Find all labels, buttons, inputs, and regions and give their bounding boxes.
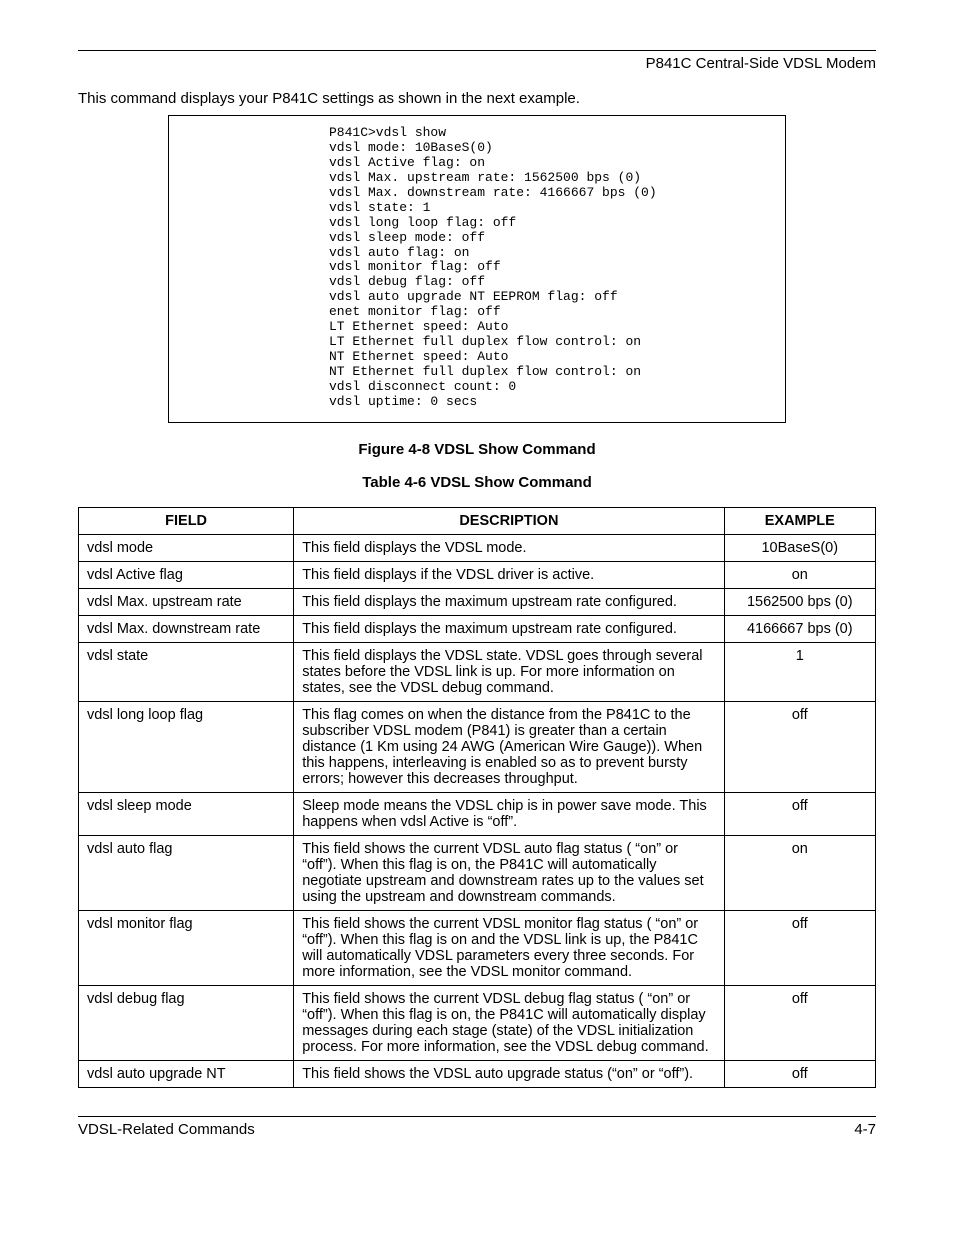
table-row: vdsl auto flag This field shows the curr…	[79, 835, 876, 910]
table-row: vdsl long loop flag This flag comes on w…	[79, 701, 876, 792]
table-header-row: FIELD DESCRIPTION EXAMPLE	[79, 507, 876, 534]
cell-field: vdsl long loop flag	[79, 701, 294, 792]
cell-description: This field displays the maximum upstream…	[294, 615, 724, 642]
table-body: vdsl mode This field displays the VDSL m…	[79, 534, 876, 1087]
cell-example: 1	[724, 642, 875, 701]
table-row: vdsl debug flag This field shows the cur…	[79, 985, 876, 1060]
header-rule	[78, 50, 876, 51]
footer-right: 4-7	[854, 1121, 876, 1138]
cell-field: vdsl debug flag	[79, 985, 294, 1060]
cell-description: This field displays the maximum upstream…	[294, 588, 724, 615]
col-header-description: DESCRIPTION	[294, 507, 724, 534]
cell-example: 10BaseS(0)	[724, 534, 875, 561]
running-header: P841C Central-Side VDSL Modem	[78, 55, 876, 72]
cell-description: This field shows the current VDSL auto f…	[294, 835, 724, 910]
footer-left: VDSL-Related Commands	[78, 1121, 255, 1138]
cell-field: vdsl Max. upstream rate	[79, 588, 294, 615]
cell-description: This field shows the current VDSL monito…	[294, 910, 724, 985]
table-row: vdsl mode This field displays the VDSL m…	[79, 534, 876, 561]
table-row: vdsl Max. downstream rate This field dis…	[79, 615, 876, 642]
table-row: vdsl state This field displays the VDSL …	[79, 642, 876, 701]
table-row: vdsl auto upgrade NT This field shows th…	[79, 1060, 876, 1087]
cell-example: off	[724, 985, 875, 1060]
cell-example: off	[724, 1060, 875, 1087]
cell-field: vdsl Max. downstream rate	[79, 615, 294, 642]
cell-description: This field shows the current VDSL debug …	[294, 985, 724, 1060]
cell-description: This flag comes on when the distance fro…	[294, 701, 724, 792]
footer-rule	[78, 1116, 876, 1117]
cell-field: vdsl auto upgrade NT	[79, 1060, 294, 1087]
cell-example: off	[724, 792, 875, 835]
terminal-output-box: P841C>vdsl show vdsl mode: 10BaseS(0) vd…	[168, 115, 786, 423]
vdsl-show-table: FIELD DESCRIPTION EXAMPLE vdsl mode This…	[78, 507, 876, 1088]
table-row: vdsl monitor flag This field shows the c…	[79, 910, 876, 985]
cell-example: on	[724, 835, 875, 910]
cell-description: This field displays the VDSL mode.	[294, 534, 724, 561]
cell-example: off	[724, 910, 875, 985]
cell-example: 4166667 bps (0)	[724, 615, 875, 642]
table-caption: Table 4-6 VDSL Show Command	[78, 474, 876, 491]
intro-paragraph: This command displays your P841C setting…	[78, 90, 876, 107]
cell-description: This field shows the VDSL auto upgrade s…	[294, 1060, 724, 1087]
cell-description: This field displays the VDSL state. VDSL…	[294, 642, 724, 701]
cell-field: vdsl Active flag	[79, 561, 294, 588]
cell-example: off	[724, 701, 875, 792]
col-header-field: FIELD	[79, 507, 294, 534]
cell-description: This field displays if the VDSL driver i…	[294, 561, 724, 588]
footer-row: VDSL-Related Commands 4-7	[78, 1121, 876, 1138]
table-row: vdsl sleep mode Sleep mode means the VDS…	[79, 792, 876, 835]
table-row: vdsl Max. upstream rate This field displ…	[79, 588, 876, 615]
cell-field: vdsl state	[79, 642, 294, 701]
page-footer: VDSL-Related Commands 4-7	[78, 1116, 876, 1138]
table-row: vdsl Active flag This field displays if …	[79, 561, 876, 588]
cell-field: vdsl sleep mode	[79, 792, 294, 835]
cell-example: 1562500 bps (0)	[724, 588, 875, 615]
cell-field: vdsl mode	[79, 534, 294, 561]
page-container: P841C Central-Side VDSL Modem This comma…	[0, 0, 954, 1168]
cell-field: vdsl monitor flag	[79, 910, 294, 985]
cell-field: vdsl auto flag	[79, 835, 294, 910]
cell-description: Sleep mode means the VDSL chip is in pow…	[294, 792, 724, 835]
figure-caption: Figure 4-8 VDSL Show Command	[78, 441, 876, 458]
cell-example: on	[724, 561, 875, 588]
col-header-example: EXAMPLE	[724, 507, 875, 534]
